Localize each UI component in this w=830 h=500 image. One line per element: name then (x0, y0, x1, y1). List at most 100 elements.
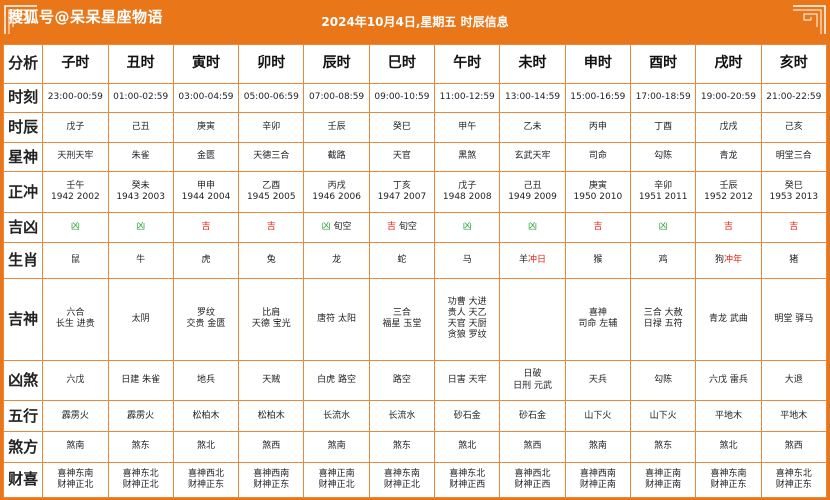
cell-line: 马 (462, 254, 472, 265)
table-cell: 丁亥 1947 2007 (368, 171, 436, 213)
table-cell: 三合 大赦 日禄 五符 (629, 277, 697, 361)
cell-line: 财神正北 (318, 479, 355, 490)
cell-line: 天兵 (588, 374, 607, 385)
cell-line: 蛇 (397, 254, 407, 265)
cell-line: 1951 2011 (638, 192, 688, 203)
cell-line: 地兵 (196, 374, 215, 385)
cell-line: 喜神东北 (122, 468, 159, 479)
table-cell: 天官 (368, 141, 436, 173)
cell-line: 猴 (593, 254, 603, 265)
table-cell: 平地木 (695, 400, 762, 433)
table-cell: 乙酉 1945 2005 (238, 171, 305, 213)
column-header: 戌时 (695, 44, 762, 84)
cell-line: 天德三合 (253, 151, 290, 162)
table-cell: 喜神西北 财神正东 (172, 461, 240, 499)
cell-line: 喜神东南 (57, 468, 94, 479)
cell-line: 财神正北 (57, 479, 94, 490)
table-row: 煞方 煞南 煞东 煞北 煞西 煞南 煞东 煞北 煞西 煞南 煞东 煞北 煞西 (2, 431, 828, 463)
table-cell: 砂石金 (434, 400, 501, 433)
table-cell: 癸巳 (368, 112, 436, 143)
table-cell: 路空 (368, 359, 436, 402)
cell-line: 煞南 (588, 441, 607, 452)
table-cell: 鸡 (629, 241, 697, 279)
cell-line: 23:00-00:59 (47, 92, 103, 103)
table-cell: 勾陈 (629, 359, 697, 402)
cell-line: 日害 天牢 (447, 374, 487, 385)
table-cell: 六戊 雷兵 (695, 359, 762, 402)
table-cell: 17:00-18:59 (629, 82, 697, 114)
table-cell: 戊子 1948 2008 (434, 171, 501, 213)
table-cell: 甲申 1944 2004 (172, 171, 240, 213)
cell-line: 21:00-22:59 (766, 92, 822, 103)
column-header: 未时 (499, 44, 566, 84)
cell-line: 1942 2002 (51, 192, 100, 203)
table-cell: 煞南 (42, 431, 109, 463)
cell-line: 丙申 (588, 121, 607, 132)
row-label: 煞方 (2, 431, 44, 463)
table-cell: 马 (434, 241, 501, 279)
cell-line: 司命 (588, 151, 607, 162)
cell-line: 财神正南 (645, 479, 682, 490)
table-cell (499, 277, 566, 361)
row-label: 时刻 (2, 82, 44, 114)
column-header: 子时 (42, 44, 109, 84)
cell-line: 己丑 (131, 121, 150, 132)
cell-line: 喜神东北 (449, 468, 486, 479)
table-cell: 喜神西南 财神正东 (238, 461, 305, 499)
cell-line: 1952 2012 (704, 192, 753, 203)
cell-line: 财神正东 (710, 479, 747, 490)
inauspicious-mark: 凶 (658, 221, 668, 232)
auspicious-mark: 吉 (386, 221, 396, 232)
cell-line: 财神正北 (122, 479, 159, 490)
table-cell: 煞北 (434, 431, 501, 463)
table-cell: 朱雀 (107, 141, 174, 173)
table-cell: 青龙 武曲 (695, 277, 762, 361)
cell-line: 煞西 (784, 441, 803, 452)
cell-line: 1953 2013 (769, 192, 819, 203)
inauspicious-mark: 凶 (136, 221, 146, 232)
table-cell: 凶 (107, 212, 174, 243)
table-cell: 蛇 (368, 241, 436, 279)
table-cell: 凶 旬空 (303, 212, 370, 243)
cell-line: 辛卯 (262, 121, 281, 132)
table-cell: 功曹 大进 贵人 天乙 天官 天厨 贪狼 罗纹 (434, 277, 501, 361)
table-cell: 煞西 (238, 431, 305, 463)
cell-line: 煞北 (719, 441, 738, 452)
table-row: 凶煞 六戊 日建 朱雀 地兵 天贼 白虎 路空 路空 日害 天牢 日破 日刑 元武 天兵 勾陈 六戊 雷… (2, 359, 828, 402)
cell-line: 朱雀 (131, 151, 150, 162)
auspicious-mark: 吉 (201, 221, 211, 232)
cell-line: 霹雳火 (61, 410, 89, 421)
table-cell: 日害 天牢 (434, 359, 501, 402)
table-cell: 玄武天牢 (499, 141, 566, 173)
table-cell: 癸未 1943 2003 (107, 171, 174, 213)
row-label: 财喜 (2, 461, 44, 499)
table-cell: 白虎 路空 (303, 359, 370, 402)
cell-line: 长流水 (323, 410, 351, 421)
table-cell: 吉 (760, 212, 828, 243)
column-header: 亥时 (760, 44, 828, 84)
cell-line: 15:00-16:59 (570, 92, 626, 103)
table-cell: 庚寅 1950 2010 (564, 171, 632, 213)
cell-line: 财神正东 (253, 479, 290, 490)
table-cell: 己亥 (760, 112, 828, 143)
table-cell: 牛 (107, 241, 174, 279)
cell-line: 1949 2009 (508, 192, 557, 203)
table-cell: 日破 日刑 元武 (499, 359, 566, 402)
cell-line: 吉 (763, 222, 825, 233)
row-label: 生肖 (2, 241, 44, 279)
table-cell: 松柏木 (172, 400, 240, 433)
cell-line: 山下火 (649, 410, 677, 421)
auspicious-mark: 吉 (789, 221, 799, 232)
table-cell: 凶 (629, 212, 697, 243)
table-cell: 喜神正南 财神正北 (303, 461, 370, 499)
table-cell: 喜神西南 财神正南 (564, 461, 632, 499)
cell-line: 金匮 (196, 151, 215, 162)
cell-line: 青龙 武曲 (709, 313, 748, 324)
column-header: 酉时 (629, 44, 697, 84)
cell-line: 罗纹 (196, 307, 215, 318)
cell-line: 17:00-18:59 (635, 92, 691, 103)
cell-line: 戊子 (458, 180, 477, 191)
cell-line: 11:00-12:59 (439, 92, 495, 103)
table-cell: 喜神西北 财神正西 (499, 461, 566, 499)
table-cell: 19:00-20:59 (695, 82, 762, 114)
